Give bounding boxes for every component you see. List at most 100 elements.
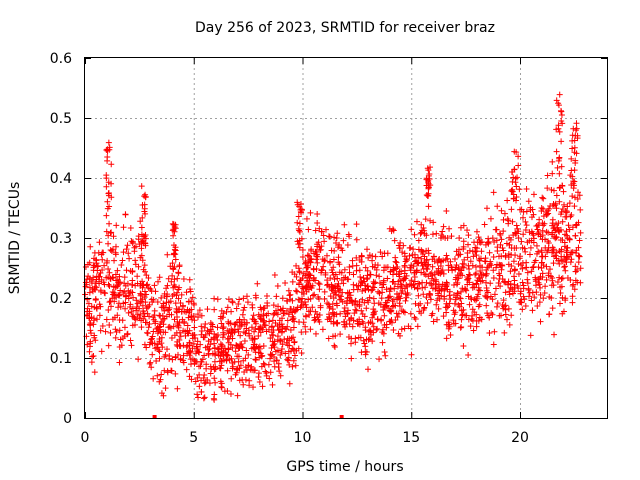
data-point bbox=[390, 266, 397, 273]
data-point bbox=[544, 172, 551, 179]
data-point bbox=[97, 287, 104, 294]
data-point bbox=[209, 323, 216, 330]
data-point bbox=[98, 348, 105, 355]
data-point bbox=[327, 275, 334, 282]
data-point bbox=[237, 362, 244, 369]
data-point bbox=[322, 269, 329, 276]
data-point bbox=[239, 311, 246, 318]
data-point bbox=[428, 275, 435, 282]
data-point bbox=[223, 308, 230, 315]
data-point bbox=[526, 251, 533, 258]
data-point bbox=[356, 267, 363, 274]
data-point bbox=[105, 240, 112, 247]
data-point bbox=[303, 313, 310, 320]
data-point bbox=[154, 341, 161, 348]
data-point bbox=[159, 312, 166, 319]
data-point bbox=[401, 250, 408, 257]
data-point bbox=[279, 295, 286, 302]
data-point bbox=[142, 231, 149, 238]
gap-markers bbox=[152, 415, 344, 419]
x-tick-label: 10 bbox=[294, 430, 312, 446]
data-point bbox=[440, 313, 447, 320]
data-point bbox=[320, 232, 327, 239]
data-point bbox=[88, 279, 95, 286]
data-point bbox=[546, 293, 553, 300]
data-point bbox=[537, 284, 544, 291]
data-point bbox=[559, 258, 566, 265]
data-point bbox=[509, 218, 516, 225]
data-point bbox=[375, 288, 382, 295]
data-point bbox=[423, 265, 430, 272]
data-point bbox=[358, 349, 365, 356]
data-point bbox=[314, 219, 321, 226]
data-point bbox=[383, 286, 390, 293]
data-point bbox=[142, 191, 149, 198]
data-point bbox=[420, 291, 427, 298]
data-point bbox=[528, 297, 535, 304]
data-point bbox=[186, 342, 193, 349]
data-point bbox=[235, 300, 242, 307]
data-point bbox=[570, 180, 577, 187]
data-point bbox=[455, 265, 462, 272]
data-point bbox=[349, 300, 356, 307]
data-point bbox=[284, 317, 291, 324]
data-point bbox=[398, 290, 405, 297]
data-point bbox=[129, 322, 136, 329]
data-point bbox=[173, 329, 180, 336]
data-point bbox=[549, 231, 556, 238]
data-point bbox=[295, 225, 302, 232]
data-point bbox=[316, 281, 323, 288]
data-point bbox=[326, 259, 333, 266]
data-point bbox=[166, 311, 173, 318]
data-point bbox=[191, 301, 198, 308]
data-point bbox=[118, 342, 125, 349]
data-point bbox=[277, 372, 284, 379]
data-point bbox=[408, 282, 415, 289]
data-point bbox=[148, 287, 155, 294]
data-point bbox=[132, 261, 139, 268]
data-point bbox=[561, 263, 568, 270]
data-point bbox=[365, 366, 372, 373]
data-point bbox=[423, 232, 430, 239]
data-point bbox=[269, 381, 276, 388]
data-point bbox=[443, 208, 450, 215]
data-point bbox=[553, 97, 560, 104]
data-point bbox=[483, 205, 490, 212]
data-point bbox=[174, 343, 181, 350]
data-point bbox=[207, 320, 214, 327]
data-point bbox=[530, 239, 537, 246]
data-point bbox=[370, 323, 377, 330]
y-tick-labels: 0 0.1 0.2 0.3 0.4 0.5 0.6 bbox=[50, 51, 72, 427]
data-point bbox=[229, 363, 236, 370]
data-point bbox=[124, 280, 131, 287]
data-point bbox=[218, 307, 225, 314]
data-point bbox=[484, 289, 491, 296]
data-point bbox=[455, 252, 462, 259]
data-point bbox=[307, 209, 314, 216]
data-point bbox=[396, 300, 403, 307]
data-point bbox=[169, 272, 176, 279]
data-point bbox=[496, 275, 503, 282]
data-point bbox=[528, 268, 535, 275]
data-point bbox=[145, 324, 152, 331]
data-point bbox=[550, 260, 557, 267]
data-point bbox=[188, 376, 195, 383]
data-point bbox=[419, 248, 426, 255]
x-axis-title: GPS time / hours bbox=[286, 459, 403, 475]
data-point bbox=[131, 314, 138, 321]
data-point bbox=[126, 255, 133, 262]
data-point bbox=[344, 310, 351, 317]
data-point bbox=[572, 157, 579, 164]
data-point bbox=[469, 281, 476, 288]
data-point bbox=[97, 270, 104, 277]
data-point bbox=[383, 303, 390, 310]
data-point bbox=[361, 299, 368, 306]
data-point bbox=[359, 311, 366, 318]
data-point bbox=[330, 313, 337, 320]
data-point bbox=[472, 248, 479, 255]
data-point bbox=[305, 271, 312, 278]
data-point bbox=[539, 194, 546, 201]
data-point bbox=[189, 356, 196, 363]
data-point bbox=[412, 316, 419, 323]
data-point bbox=[504, 197, 511, 204]
